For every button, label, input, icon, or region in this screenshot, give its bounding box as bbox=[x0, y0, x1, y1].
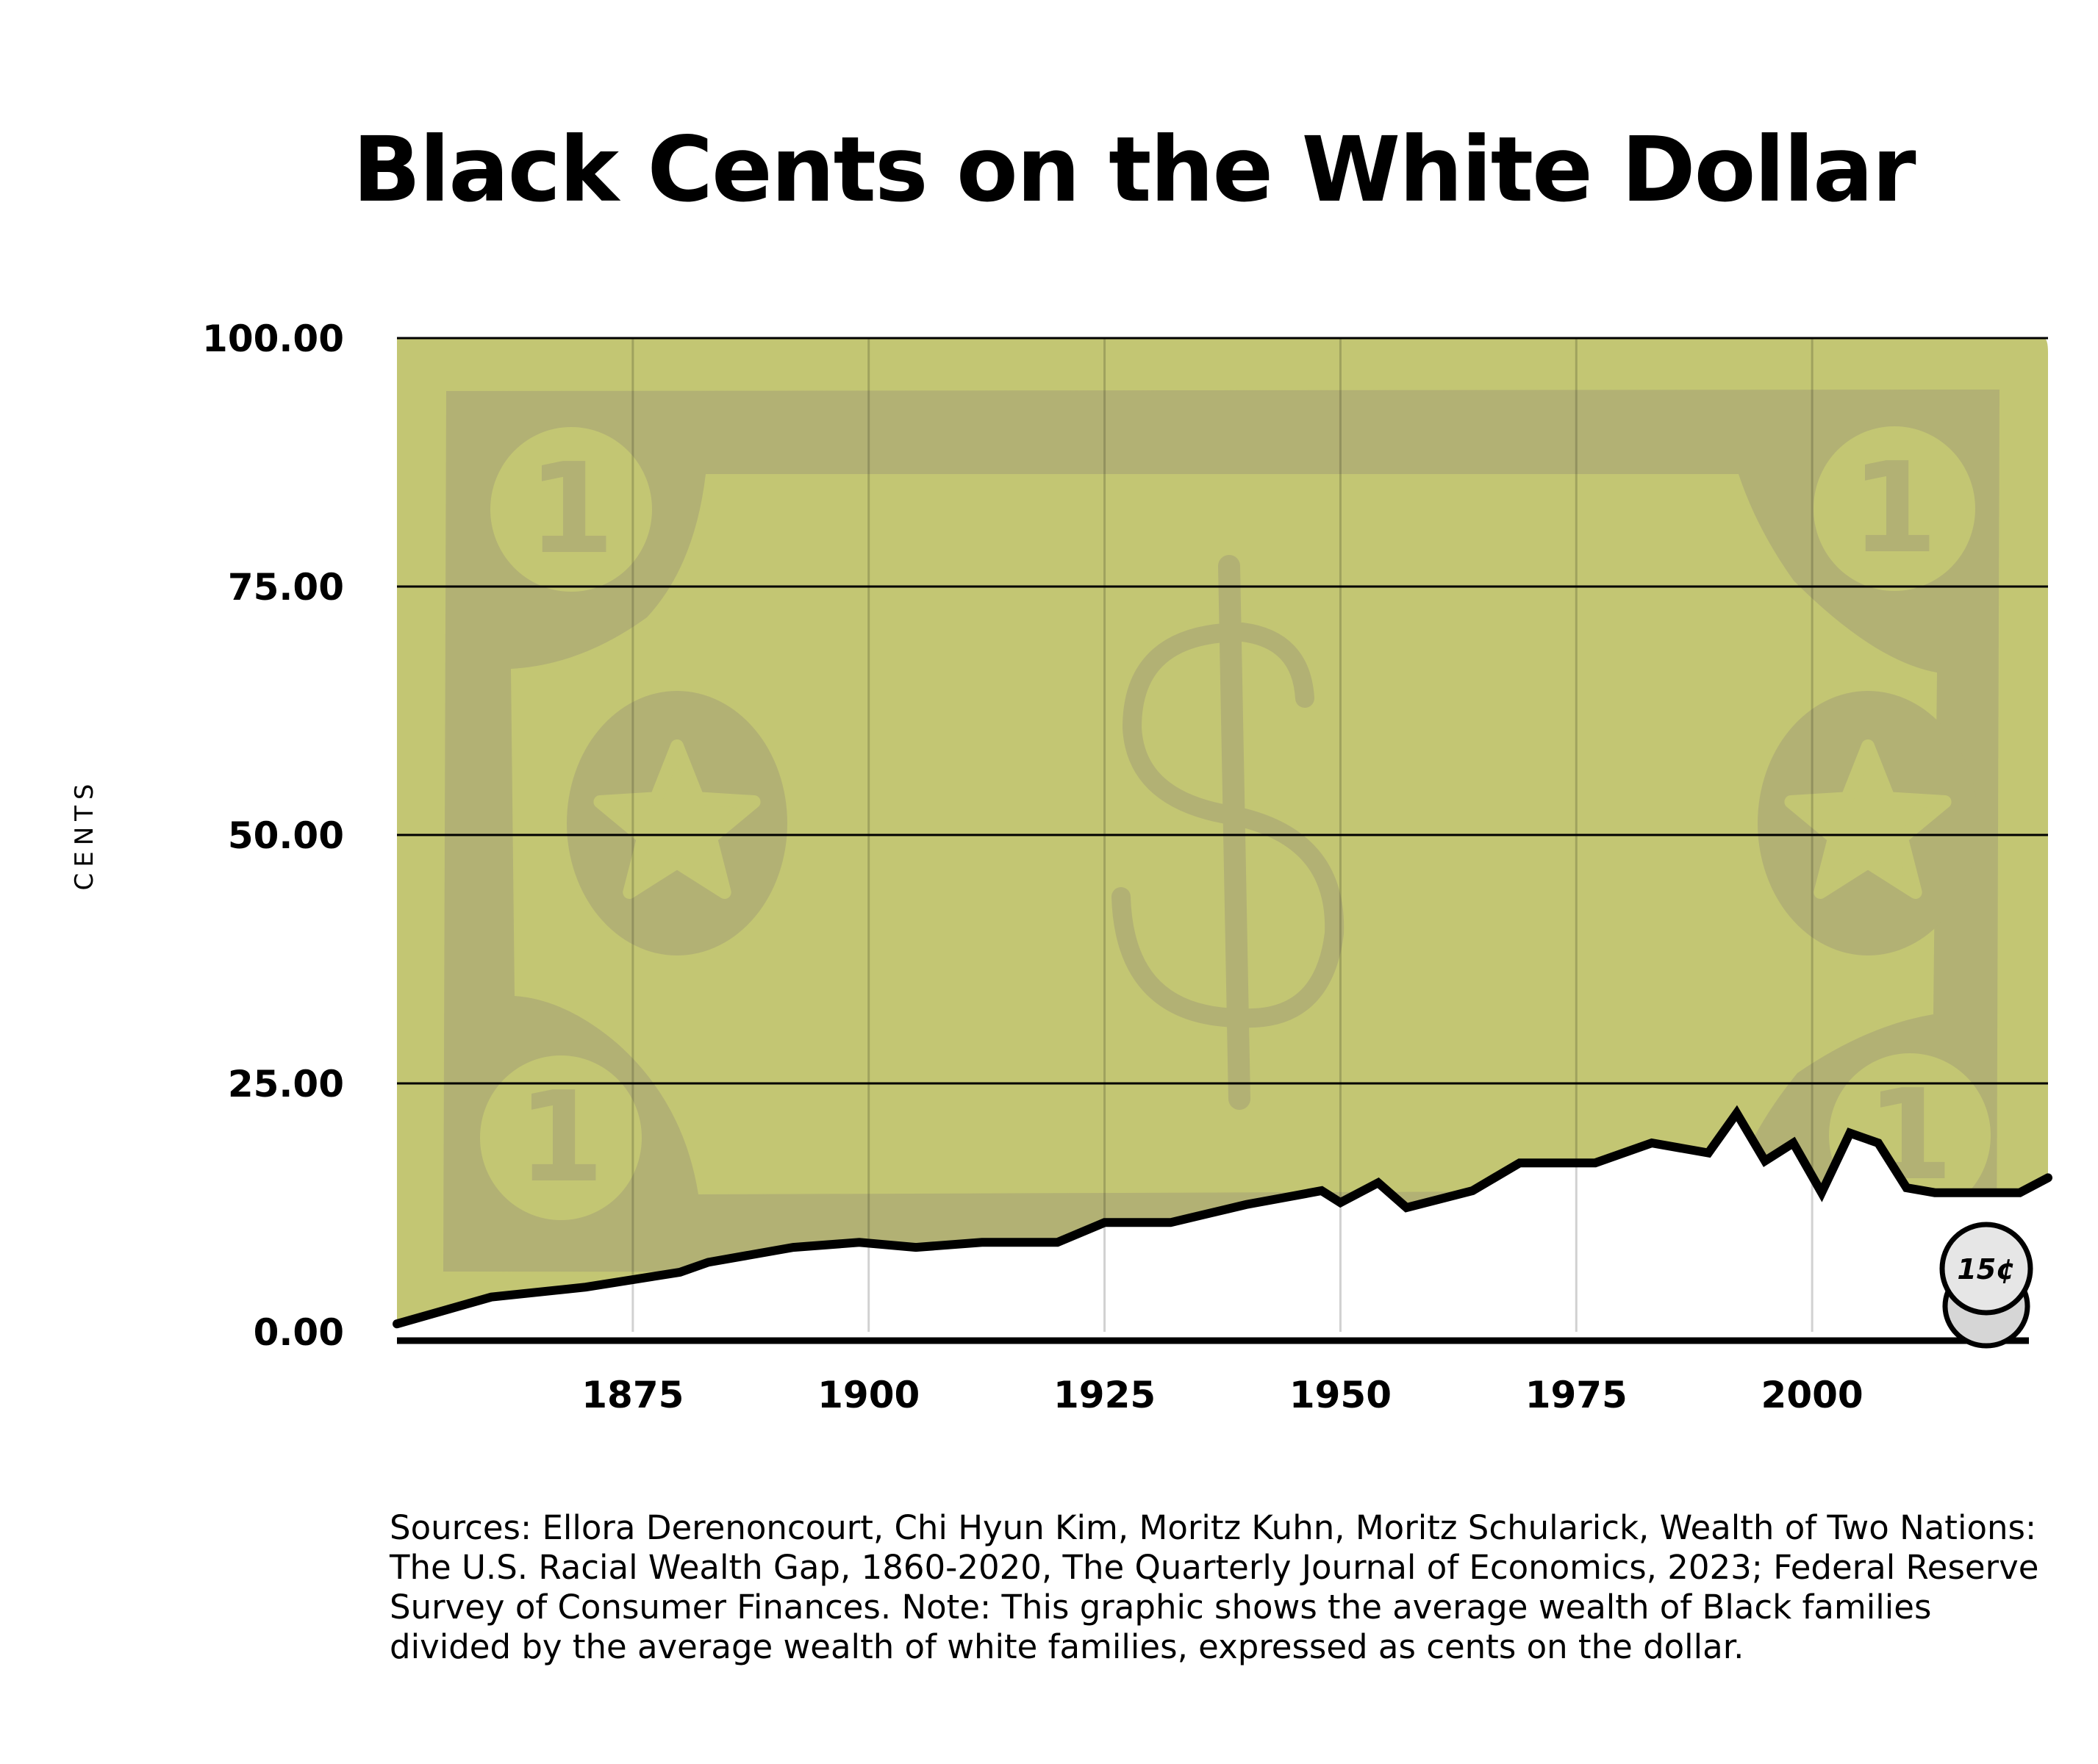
y-tick-label: 100.00 bbox=[202, 318, 344, 360]
x-tick-label: 1875 bbox=[581, 1374, 684, 1416]
dollar-bill-decoration: 1 11 1 bbox=[443, 390, 1999, 1273]
y-tick-labels: 100.00 75.00 50.00 25.00 0.00 bbox=[202, 318, 344, 1354]
corner-medallion bbox=[480, 1055, 642, 1220]
coin-label: 15¢ bbox=[1957, 1253, 2015, 1286]
series-line bbox=[393, 1105, 2052, 1329]
x-tick-label: 1900 bbox=[817, 1374, 920, 1416]
horizontal-gridlines bbox=[397, 337, 2048, 1085]
y-tick-label: 0.00 bbox=[254, 1311, 344, 1354]
sources-note: Sources: Ellora Derenoncourt, Chi Hyun K… bbox=[390, 1508, 2039, 1666]
corner-one: 1 bbox=[1851, 436, 1938, 581]
coin-annotation: 15¢ bbox=[1939, 1222, 2033, 1349]
y-tick-label: 75.00 bbox=[228, 566, 344, 609]
corner-medallion bbox=[490, 427, 652, 592]
dollar-sign-bar bbox=[1218, 555, 1250, 1110]
star-shape bbox=[593, 739, 761, 899]
corner-one: 1 bbox=[528, 437, 615, 582]
x-tick-label: 1925 bbox=[1053, 1374, 1156, 1416]
corner-medallion bbox=[1814, 426, 1975, 591]
x-tick-label: 2000 bbox=[1761, 1374, 1864, 1416]
coin-face bbox=[1939, 1222, 2033, 1316]
x-tick-labels: 1875 1900 1925 1950 1975 2000 bbox=[581, 1374, 1863, 1416]
y-tick-label: 50.00 bbox=[228, 814, 344, 857]
y-tick-label: 25.00 bbox=[228, 1063, 344, 1105]
x-tick-label: 1975 bbox=[1525, 1374, 1628, 1416]
corner-one: 1 bbox=[518, 1065, 604, 1211]
star-shape bbox=[1784, 739, 1952, 899]
x-tick-label: 1950 bbox=[1289, 1374, 1392, 1416]
chart-title: Black Cents on the White Dollar bbox=[352, 118, 1916, 222]
